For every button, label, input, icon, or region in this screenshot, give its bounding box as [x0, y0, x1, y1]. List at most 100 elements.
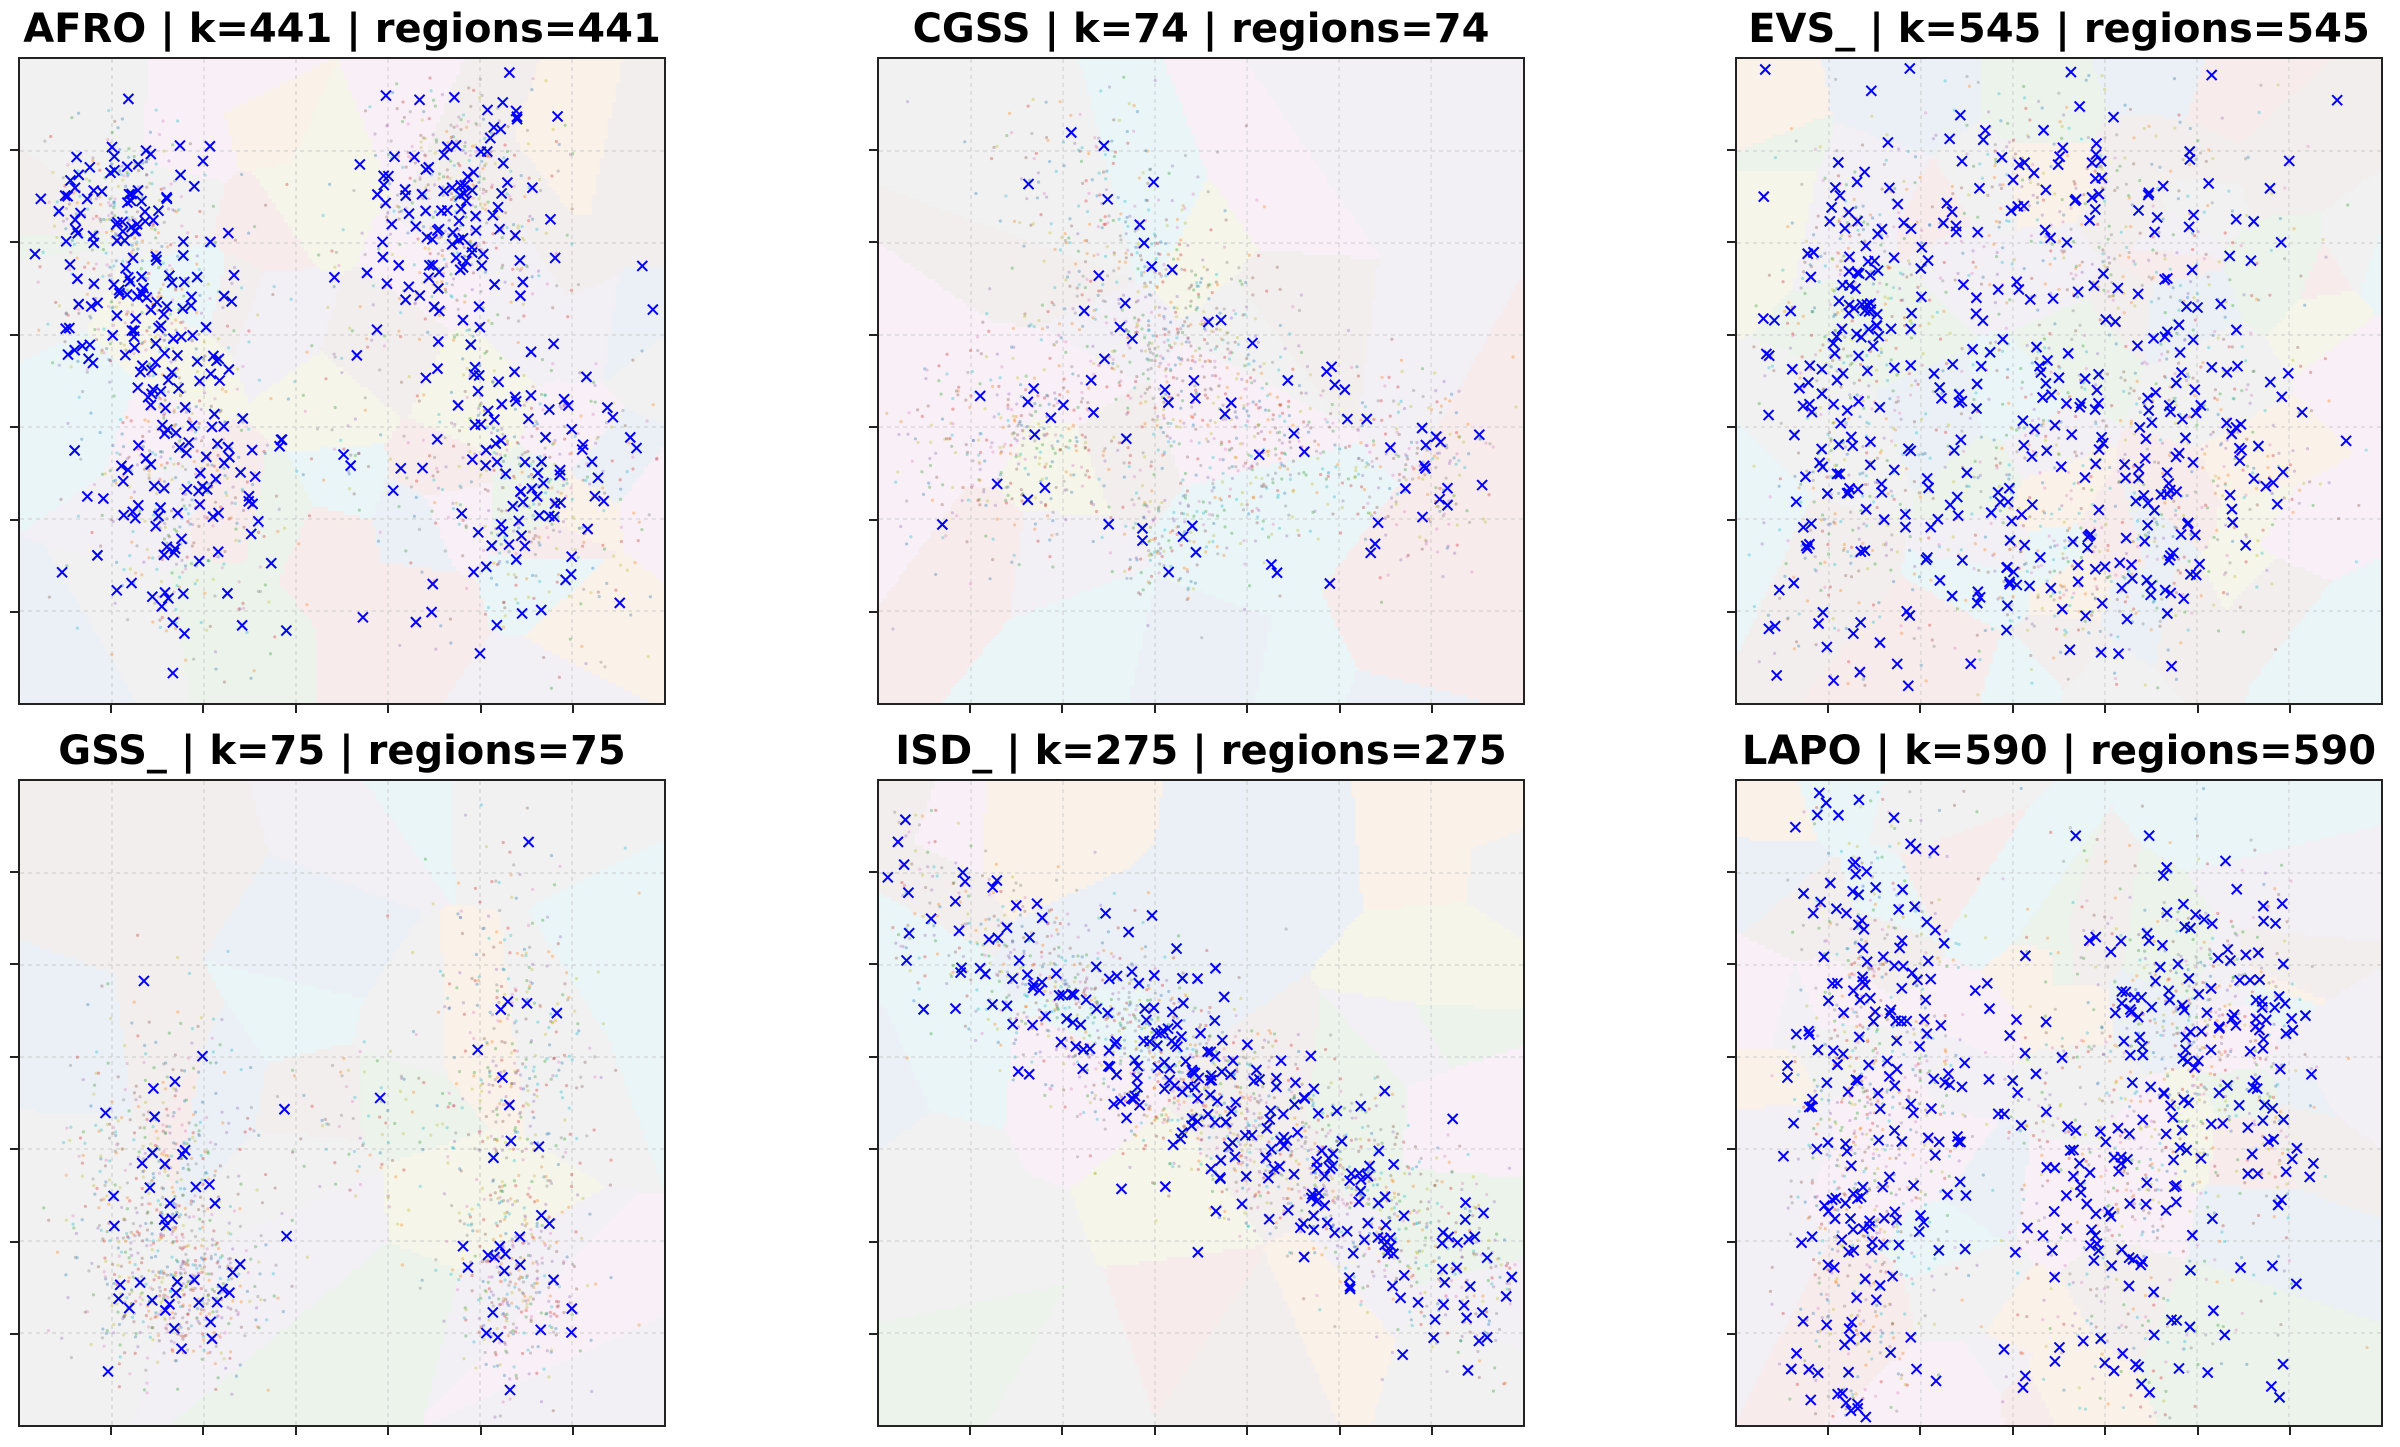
data-point — [1360, 401, 1365, 405]
data-point — [1102, 222, 1106, 226]
data-point — [1138, 254, 1143, 258]
data-point — [1118, 234, 1122, 238]
data-point — [1140, 273, 1144, 278]
data-point — [584, 478, 588, 482]
data-point — [181, 570, 185, 574]
data-point — [2222, 465, 2226, 469]
data-point — [464, 524, 468, 528]
data-point — [1844, 421, 1848, 425]
data-point — [237, 607, 241, 611]
data-point — [544, 79, 548, 83]
centroid-marker — [423, 272, 435, 284]
centroid-marker — [457, 314, 469, 326]
centroid-marker — [205, 368, 217, 380]
data-point — [976, 438, 981, 442]
data-point — [1434, 465, 1438, 470]
centroid-marker — [206, 421, 218, 433]
data-point — [66, 163, 70, 167]
data-point — [1045, 393, 1049, 397]
data-point — [1045, 325, 1050, 329]
data-point — [1052, 303, 1056, 307]
data-point — [159, 294, 163, 298]
data-point — [594, 441, 598, 445]
data-point — [1179, 389, 1184, 393]
data-point — [1767, 366, 1771, 370]
data-point — [2064, 588, 2069, 592]
centroid-marker — [158, 549, 170, 561]
data-point — [1847, 473, 1851, 477]
centroid-marker — [200, 321, 212, 333]
data-point — [1175, 217, 1180, 222]
data-point — [1040, 327, 1045, 331]
data-point — [1799, 371, 1803, 375]
data-point — [1080, 146, 1084, 150]
data-point — [2205, 506, 2210, 510]
data-point — [76, 359, 80, 363]
data-point — [1917, 575, 1922, 579]
data-point — [1077, 328, 1082, 332]
data-point — [1298, 409, 1303, 414]
data-point — [1458, 473, 1462, 477]
data-point — [998, 219, 1002, 223]
data-point — [1455, 452, 1459, 456]
data-point — [1208, 359, 1212, 364]
data-point — [1452, 494, 1456, 498]
data-point — [1179, 327, 1183, 331]
data-point — [397, 217, 401, 221]
data-point — [1793, 474, 1797, 478]
data-point — [1928, 223, 1932, 227]
data-point — [1811, 470, 1815, 474]
data-point — [2077, 511, 2081, 515]
data-point — [554, 139, 559, 144]
data-point — [483, 612, 488, 616]
data-point — [1920, 417, 1924, 421]
data-point — [1167, 539, 1171, 543]
data-point — [1889, 296, 1893, 300]
data-point — [105, 346, 109, 351]
data-point — [1133, 229, 1137, 233]
data-point — [99, 202, 103, 207]
data-point — [474, 150, 478, 154]
data-point — [1218, 496, 1222, 501]
data-point — [1233, 410, 1238, 414]
data-point — [1032, 156, 1036, 161]
data-point — [431, 98, 436, 102]
data-point — [1990, 627, 1995, 631]
data-point — [2061, 251, 2065, 255]
data-point — [1186, 337, 1190, 341]
data-point — [2064, 631, 2068, 635]
data-point — [134, 242, 139, 246]
data-point — [465, 328, 469, 333]
centroid-marker — [81, 193, 93, 205]
data-point — [2081, 463, 2085, 468]
data-point — [208, 624, 212, 629]
data-point — [2052, 466, 2057, 470]
data-point — [1442, 379, 1446, 384]
data-point — [1905, 187, 1909, 191]
data-point — [158, 478, 162, 482]
data-point — [192, 459, 196, 464]
data-point — [2060, 136, 2064, 140]
data-point — [1908, 534, 1912, 539]
data-point — [2202, 257, 2206, 261]
data-point — [477, 180, 481, 185]
data-point — [1012, 219, 1017, 223]
centroid-marker — [936, 518, 949, 531]
centroid-marker — [140, 144, 152, 157]
data-point — [503, 535, 507, 540]
centroid-marker — [469, 361, 481, 373]
data-point — [2131, 539, 2135, 544]
centroid-marker — [1265, 558, 1278, 571]
data-point — [436, 470, 440, 474]
data-point — [1079, 381, 1084, 385]
data-point — [64, 312, 68, 316]
data-point — [153, 335, 158, 339]
data-point — [533, 526, 537, 531]
data-point — [1135, 321, 1139, 326]
data-point — [1397, 402, 1401, 406]
data-point — [1099, 218, 1103, 222]
data-point — [1404, 463, 1408, 467]
data-point — [1156, 414, 1160, 419]
data-point — [1004, 194, 1008, 198]
data-point — [1122, 75, 1126, 79]
